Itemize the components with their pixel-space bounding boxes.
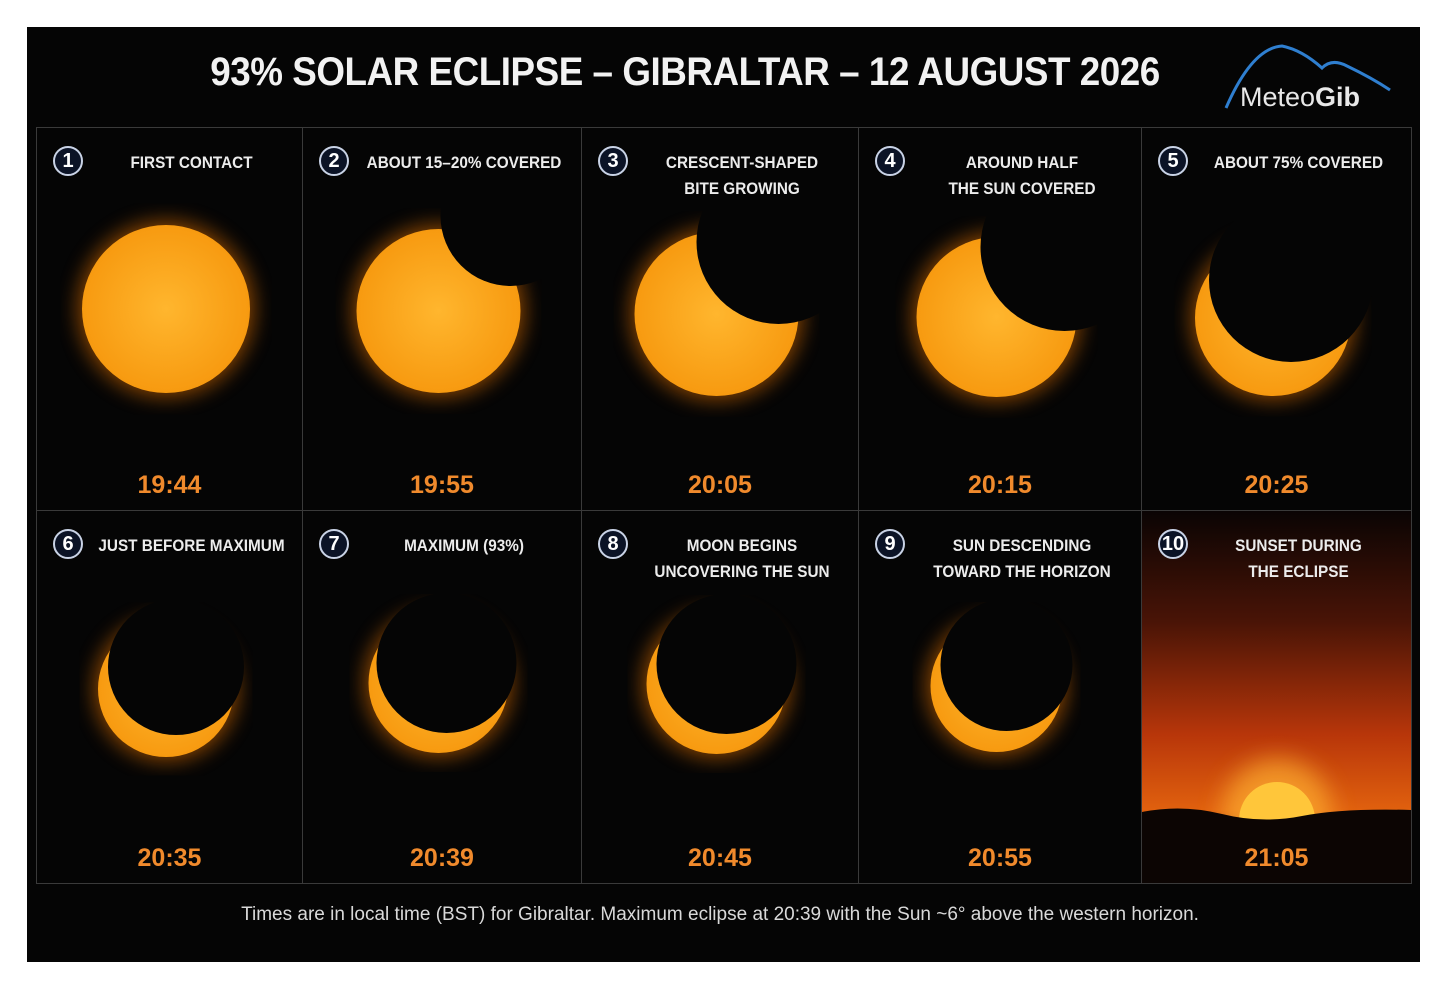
label-line: SUNSET DURING — [1235, 536, 1362, 555]
label-line: ABOUT 75% COVERED — [1213, 153, 1384, 172]
label-line: SUN DESCENDING — [952, 536, 1092, 555]
phase-time: 21:05 — [1244, 844, 1309, 872]
logo-text: MeteoGib — [1240, 82, 1360, 113]
label-line: THE SUN COVERED — [948, 179, 1096, 198]
phase-label: FIRST CONTACT — [97, 150, 285, 176]
phase-time: 20:15 — [968, 471, 1032, 499]
label-line: MAXIMUM (93%) — [404, 536, 524, 555]
phase-panel: 3 CRESCENT-SHAPED BITE GROWING 20:05 — [581, 127, 859, 511]
phase-number: 6 — [53, 529, 83, 559]
phase-panel: 10 SUNSET DURING THE ECLIPSE 21:05 — [1141, 510, 1412, 884]
sun-disc — [1191, 236, 1355, 400]
phase-time: 20:35 — [137, 844, 202, 872]
phase-number: 5 — [1158, 146, 1188, 176]
phase-number: 8 — [598, 529, 628, 559]
title: 93% SOLAR ECLIPSE – GIBRALTAR – 12 AUGUS… — [210, 50, 1160, 94]
phase-number: 9 — [875, 529, 905, 559]
phase-panel: 2 ABOUT 15–20% COVERED 19:55 — [302, 127, 582, 511]
label-line: AROUND HALF — [965, 153, 1079, 172]
phase-label: MAXIMUM (93%) — [364, 533, 564, 559]
sun-disc — [642, 610, 791, 758]
phase-panel: 1 FIRST CONTACT 19:44 — [36, 127, 303, 511]
phase-time: 20:05 — [688, 471, 752, 499]
phase-number: 4 — [875, 146, 905, 176]
phase-number: 1 — [53, 146, 83, 176]
logo-mark — [1224, 44, 1391, 109]
label-line: BITE GROWING — [684, 179, 800, 198]
sun-disc — [926, 616, 1067, 756]
phase-label: SUN DESCENDING TOWARD THE HORIZON — [920, 533, 1123, 585]
phase-panel: 4 AROUND HALF THE SUN COVERED 20:15 — [858, 127, 1142, 511]
label-line: ABOUT 15–20% COVERED — [366, 153, 562, 172]
logo-bold: Gib — [1315, 82, 1361, 112]
sun-disc — [352, 225, 525, 397]
sun-disc — [912, 233, 1081, 401]
phase-label: AROUND HALF THE SUN COVERED — [920, 150, 1123, 202]
phase-number: 7 — [319, 529, 349, 559]
label-line: CRESCENT-SHAPED — [665, 153, 819, 172]
phase-time: 20:45 — [688, 844, 752, 872]
label-line: MOON BEGINS — [686, 536, 798, 555]
sun-disc — [78, 221, 254, 397]
sun-disc — [630, 228, 803, 400]
phase-number: 10 — [1158, 529, 1188, 559]
phase-panel: 6 JUST BEFORE MAXIMUM 20:35 — [36, 510, 303, 884]
logo-light: Meteo — [1240, 82, 1316, 112]
phase-label: MOON BEGINS UNCOVERING THE SUN — [643, 533, 841, 585]
phase-time: 19:44 — [137, 471, 202, 499]
phase-label: CRESCENT-SHAPED BITE GROWING — [643, 150, 841, 202]
phase-label: SUNSET DURING THE ECLIPSE — [1203, 533, 1395, 585]
phase-number: 2 — [319, 146, 349, 176]
sunset-scene — [1142, 511, 1411, 883]
label-line: UNCOVERING THE SUN — [654, 562, 830, 581]
phase-panel: 9 SUN DESCENDING TOWARD THE HORIZON 20:55 — [858, 510, 1142, 884]
phase-label: ABOUT 15–20% COVERED — [364, 150, 564, 176]
phase-number: 3 — [598, 146, 628, 176]
label-line: FIRST CONTACT — [130, 153, 253, 172]
phase-time: 19:55 — [410, 471, 474, 499]
sun-disc — [94, 617, 238, 761]
phase-time: 20:25 — [1244, 471, 1309, 499]
phase-panel: 5 ABOUT 75% COVERED 20:25 — [1141, 127, 1412, 511]
phase-label: ABOUT 75% COVERED — [1203, 150, 1395, 176]
label-line: THE ECLIPSE — [1248, 562, 1349, 581]
label-line: JUST BEFORE MAXIMUM — [98, 536, 285, 555]
sun-disc — [364, 609, 513, 757]
footer-note: Times are in local time (BST) for Gibral… — [241, 904, 1199, 925]
label-line: TOWARD THE HORIZON — [933, 562, 1111, 581]
phase-time: 20:55 — [968, 844, 1032, 872]
phase-time: 20:39 — [410, 844, 474, 872]
phase-label: JUST BEFORE MAXIMUM — [97, 533, 285, 559]
phase-panel: 7 MAXIMUM (93%) 20:39 — [302, 510, 582, 884]
phase-panel: 8 MOON BEGINS UNCOVERING THE SUN 20:45 — [581, 510, 859, 884]
